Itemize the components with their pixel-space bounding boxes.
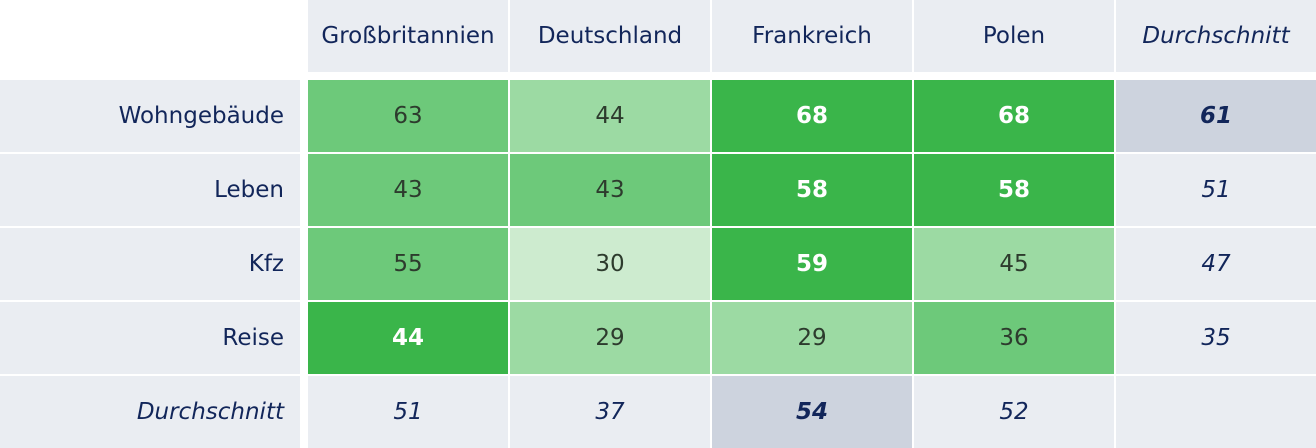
column-average-cell: 54	[712, 376, 912, 448]
column-average-cell: 51	[308, 376, 508, 448]
empty-corner-cell	[1116, 376, 1316, 448]
heatmap-cell: 68	[712, 80, 912, 152]
column-header: Deutschland	[510, 0, 710, 72]
heatmap-cell: 44	[308, 302, 508, 374]
heatmap-cell: 30	[510, 228, 710, 300]
heatmap-cell: 45	[914, 228, 1114, 300]
heatmap-cell: 58	[914, 154, 1114, 226]
heatmap-cell: 55	[308, 228, 508, 300]
heatmap-cell: 63	[308, 80, 508, 152]
heatmap-cell: 29	[712, 302, 912, 374]
column-average-cell: 37	[510, 376, 710, 448]
heatmap-cell: 29	[510, 302, 710, 374]
column-header: Polen	[914, 0, 1114, 72]
heatmap-cell: 43	[308, 154, 508, 226]
row-average-cell: 47	[1116, 228, 1316, 300]
column-average-cell: 52	[914, 376, 1114, 448]
row-average-cell: 51	[1116, 154, 1316, 226]
column-header-average: Durchschnitt	[1116, 0, 1316, 72]
column-header: Großbritannien	[308, 0, 508, 72]
heatmap-cell: 44	[510, 80, 710, 152]
row-average-cell: 61	[1116, 80, 1316, 152]
row-label: Leben	[0, 154, 300, 226]
heatmap-cell: 59	[712, 228, 912, 300]
row-label: Wohngebäude	[0, 80, 300, 152]
row-label: Reise	[0, 302, 300, 374]
heatmap-cell: 58	[712, 154, 912, 226]
row-average-cell: 35	[1116, 302, 1316, 374]
heatmap-cell: 36	[914, 302, 1114, 374]
row-label: Kfz	[0, 228, 300, 300]
row-label-average: Durchschnitt	[0, 376, 300, 448]
column-header: Frankreich	[712, 0, 912, 72]
heatmap-cell: 43	[510, 154, 710, 226]
heatmap-cell: 68	[914, 80, 1114, 152]
